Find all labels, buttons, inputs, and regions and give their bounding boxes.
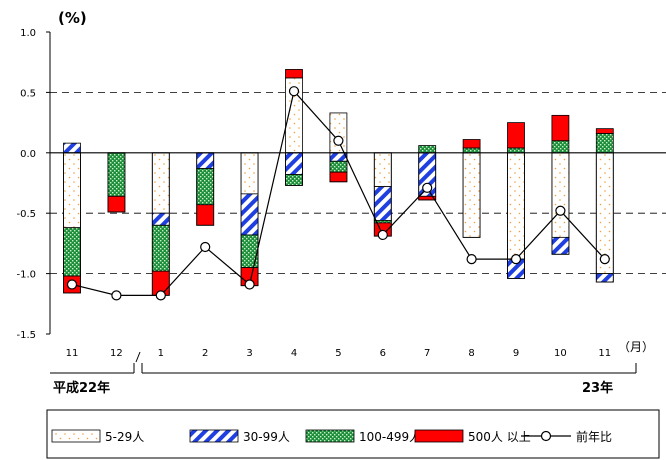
- bar-segment: [595, 128, 614, 134]
- legend-label: 30-99人: [243, 430, 290, 444]
- x-tick-label: 5: [335, 348, 341, 359]
- x-tick-label: 1: [158, 348, 164, 359]
- line-point: [422, 182, 433, 193]
- x-tick-label: 6: [380, 348, 386, 359]
- bar-segment: [285, 152, 303, 175]
- x-tick-label: 11: [66, 348, 79, 359]
- legend-label: 100-499人: [359, 430, 421, 444]
- legend-swatch: [305, 429, 355, 443]
- bar-segment: [196, 168, 215, 206]
- line-point: [555, 205, 566, 216]
- line-series: [66, 86, 610, 301]
- y-tick-labels: 1.0 0.5 0.0 -0.5 -1.0 -1.5: [16, 28, 36, 341]
- legend-line-marker: [540, 430, 552, 442]
- bar-segment: [196, 204, 215, 226]
- line-point: [333, 135, 344, 146]
- bar-segment: [107, 195, 126, 213]
- bar-segment: [329, 171, 348, 183]
- bar-segment: [63, 142, 81, 154]
- axes: [46, 31, 666, 335]
- bar-segment: [329, 160, 348, 173]
- line-point: [466, 254, 477, 265]
- year-label-end: 23年: [582, 380, 613, 396]
- line-point: [111, 290, 122, 301]
- year-label-start: 平成22年: [53, 380, 110, 396]
- line-point: [200, 241, 211, 253]
- line-point: [377, 229, 388, 241]
- x-tick-label: 4: [291, 348, 297, 359]
- bar-segment: [63, 227, 81, 277]
- line-point: [599, 254, 610, 265]
- bar-segment: [551, 140, 570, 154]
- y-tick-label: -0.5: [16, 209, 36, 220]
- bar-segment: [507, 122, 525, 149]
- bar-segment: [373, 152, 392, 188]
- line-point: [288, 86, 300, 97]
- bar-segment: [507, 147, 525, 154]
- bar-segment: [240, 234, 259, 268]
- line-point: [155, 290, 166, 301]
- y-tick-label: -1.5: [16, 330, 36, 341]
- bar-segment: [285, 174, 303, 186]
- bar-segment: [151, 212, 170, 226]
- legend-swatch: [414, 429, 464, 443]
- x-tick-label: 11: [598, 348, 611, 359]
- bar-segment: [240, 193, 259, 236]
- bar-segment: [462, 139, 481, 149]
- x-tick-labels: 11 12 1 2 3 4 5 6 7 8 9 10 11: [66, 348, 612, 359]
- bar-segment: [240, 152, 259, 195]
- bars: [63, 69, 614, 296]
- bar-segment: [107, 152, 126, 197]
- year-bracket: [50, 363, 637, 374]
- x-tick-label: 12: [110, 348, 123, 359]
- bar-segment: [373, 186, 392, 221]
- bar-segment: [285, 69, 303, 79]
- line-point: [244, 279, 255, 290]
- bar-segment: [63, 152, 81, 229]
- legend-swatch: [51, 429, 101, 443]
- bar-segment: [551, 152, 570, 238]
- legend-swatch: [189, 429, 239, 443]
- x-axis-unit: （月）: [618, 340, 654, 354]
- bar-segment: [507, 152, 525, 260]
- x-tick-label: 9: [513, 348, 519, 359]
- y-tick-label: 0.0: [20, 149, 36, 160]
- bar-segment: [418, 145, 437, 154]
- bar-segment: [551, 114, 570, 142]
- y-tick-label: 1.0: [20, 28, 36, 39]
- legend-label: 5-29人: [105, 430, 144, 444]
- year-break-mark: [135, 351, 141, 363]
- bar-segment: [329, 112, 348, 154]
- bar-segment: [196, 152, 215, 169]
- x-tick-label: 2: [202, 348, 208, 359]
- bar-segment: [462, 147, 481, 154]
- legend: 5-29人 30-99人 100-499人 500人 以上 前年比: [51, 429, 612, 444]
- bar-segment: [151, 224, 170, 272]
- x-tick-label: 7: [424, 348, 430, 359]
- x-tick-label: 10: [554, 348, 567, 359]
- bar-segment: [595, 273, 614, 283]
- bar-segment: [595, 133, 614, 154]
- y-tick-label: 0.5: [20, 88, 36, 99]
- y-axis-unit: (%): [58, 9, 87, 27]
- bar-segment: [151, 152, 170, 214]
- line-point: [510, 254, 522, 265]
- x-tick-label: 3: [246, 348, 252, 359]
- y-tick-label: -1.0: [16, 270, 36, 281]
- bar-segment: [462, 152, 481, 238]
- line-point: [66, 279, 78, 290]
- legend-label: 前年比: [576, 429, 612, 444]
- legend-label: 500人 以上: [468, 430, 531, 444]
- bar-segment: [551, 236, 570, 255]
- x-tick-label: 8: [468, 348, 474, 359]
